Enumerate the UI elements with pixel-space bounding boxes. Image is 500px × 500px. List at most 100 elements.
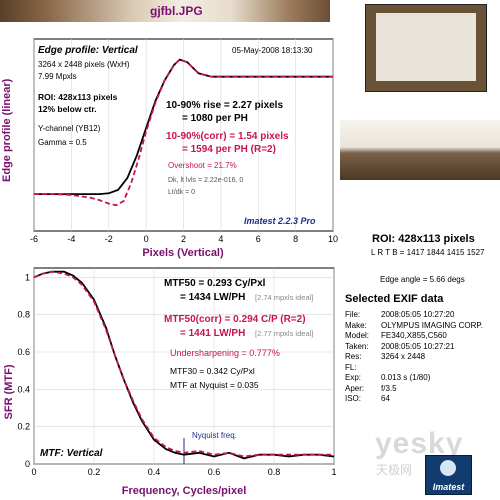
exif-key: Taken: — [345, 341, 369, 351]
roi-size: ROI: 428x113 pixels — [372, 233, 475, 245]
edge-ylabel: Edge profile (linear) — [1, 78, 13, 182]
overshoot-text: Overshoot = 21.7% — [168, 161, 237, 170]
exif-key: Model: — [345, 331, 370, 340]
badge-globe-icon — [440, 460, 456, 476]
rise-corr-text: 10-90%(corr) = 1.54 pixels — [166, 131, 289, 142]
exif-row: Make: OLYMPUS IMAGING CORP. — [345, 321, 500, 330]
exif-value: 2008:05:05 10:27:20 — [381, 310, 455, 319]
mtf-xtick-label: 0.8 — [268, 467, 281, 477]
exif-key: Make: — [345, 320, 367, 330]
exif-key: FL: — [345, 362, 357, 372]
mtf30-text: MTF30 = 0.342 Cy/Pxl — [170, 366, 255, 376]
exif-row: Model: FE340,X855,C560 — [345, 331, 500, 340]
exif-value: FE340,X855,C560 — [381, 331, 447, 340]
exif-row: Aper: f/3.5 — [345, 384, 500, 393]
mtf-xtick-label: 1 — [331, 467, 336, 477]
info-mpxls: 7.99 Mpxls — [38, 72, 77, 81]
roi-lrtb: L R T B = 1417 1844 1415 1527 — [371, 248, 485, 257]
rise-per-ph: = 1080 per PH — [182, 113, 248, 124]
mtf-grid — [33, 268, 335, 465]
edge-title: Edge profile: Vertical — [38, 45, 138, 56]
undersharpening-text: Undersharpening = 0.777% — [170, 348, 280, 358]
test-chart-target — [376, 13, 476, 81]
exif-value: 2008:05:05 10:27:21 — [381, 341, 455, 351]
info-roi: ROI: 428x113 pixels — [38, 92, 118, 102]
edge-xtick-label: 0 — [144, 234, 149, 244]
exif-value: f/3.5 — [381, 383, 397, 393]
test-chart-thumbnail — [365, 4, 487, 92]
imatest-badge: Imatest — [425, 455, 472, 495]
exif-key: File: — [345, 310, 361, 319]
info-pixels: 3264 x 2448 pixels (WxH) — [38, 60, 130, 69]
exif-row: File: 2008:05:05 10:27:20 — [345, 310, 500, 319]
light-dark-ratio: Lt/dk = 0 — [168, 189, 195, 196]
mtf-ylabel: SFR (MTF) — [3, 364, 15, 419]
edge-profile-chart: Edge profile (linear) -6 -4 -2 0 2 4 6 8 10 Edge… — [1, 38, 338, 259]
edge-grid — [33, 39, 334, 231]
exif-key: Aper: — [345, 383, 365, 393]
mtf-xtick-label: 0.2 — [88, 467, 101, 477]
exif-row: Res: 3264 x 2448 — [345, 352, 500, 361]
edge-xtick-label: -6 — [30, 234, 38, 244]
edge-xtick-label: 10 — [328, 234, 338, 244]
mtf-xlabel: Frequency, Cycles/pixel — [122, 485, 247, 497]
mtf-ytick-label: 0.8 — [17, 310, 30, 320]
mtf-ytick-label: 0.6 — [17, 347, 30, 357]
edge-xtick-label: -4 — [67, 234, 75, 244]
mtf50-corr-lwph: = 1441 LW/PH — [180, 328, 245, 339]
mtf-ytick-label: 0.4 — [17, 384, 30, 394]
mtf-xtick-label: 0.4 — [148, 467, 161, 477]
edge-xtick-label: 6 — [256, 234, 261, 244]
exif-row: FL: — [345, 363, 500, 372]
mtf-series-corrected — [33, 270, 334, 458]
watermark-sub: 天极网 — [376, 463, 413, 477]
exif-title: Selected EXIF data — [345, 293, 444, 305]
edge-series-group — [34, 58, 333, 207]
mtf-ytick-label: 1 — [25, 272, 30, 282]
mtf50-lwph: = 1434 LW/PH — [180, 292, 245, 303]
mtf50-ideal: [2.74 mpxls ideal] — [255, 293, 313, 302]
edge-series-measured — [34, 58, 333, 196]
exif-value: OLYMPUS IMAGING CORP. — [381, 320, 483, 330]
mtf-ytick-label: 0 — [25, 459, 30, 469]
roi-edge-thumbnail — [340, 120, 500, 180]
exif-value: 64 — [381, 394, 390, 403]
mtf-chart: SFR (MTF) 0 0.2 0.4 0.6 0.8 1 00.20.40.60.81 … — [3, 267, 337, 497]
mtf50-text: MTF50 = 0.293 Cy/Pxl — [164, 278, 266, 289]
exif-key: Res: — [345, 352, 362, 361]
edge-xlabel: Pixels (Vertical) — [142, 247, 224, 259]
exif-value: 3264 x 2448 — [381, 352, 426, 361]
mtf50-corr-ideal: [2.77 mpxls ideal] — [255, 329, 313, 338]
exif-row: ISO: 64 — [345, 394, 500, 403]
exif-key: Exp: — [345, 373, 362, 382]
info-gamma: Gamma = 0.5 — [38, 138, 87, 147]
rise-corr-per-ph: = 1594 per PH (R=2) — [182, 144, 276, 155]
mtf-x-ticks: 0 0.2 0.4 0.6 0.8 1 — [31, 467, 336, 477]
exif-row: Taken: 2008:05:05 10:27:21 — [345, 342, 500, 351]
edge-gradient-bar — [0, 0, 330, 22]
edge-xtick-label: 4 — [218, 234, 223, 244]
mtf-nyquist-text: MTF at Nyquist = 0.035 — [170, 380, 259, 390]
file-title: gjfbl.JPG — [150, 4, 203, 18]
edge-xtick-label: 2 — [181, 234, 186, 244]
edge-date: 05-May-2008 18:13:30 — [232, 46, 313, 55]
mtf-xtick-label: 0 — [31, 467, 36, 477]
mtf-y-ticks: 0 0.2 0.4 0.6 0.8 1 — [17, 272, 30, 469]
exif-row: Exp: 0.013 s (1/80) — [345, 373, 500, 382]
badge-label: Imatest — [432, 482, 465, 492]
edge-xtick-label: -2 — [105, 234, 113, 244]
watermark-logo: yesky — [375, 427, 464, 460]
edge-xtick-label: 8 — [293, 234, 298, 244]
mtf-series-group — [33, 270, 335, 460]
nyquist-label: Nyquist freq. — [192, 431, 237, 440]
mtf-xtick-label: 0.6 — [208, 467, 221, 477]
mtf-ytick-label: 0.2 — [17, 422, 30, 432]
mtf-title: MTF: Vertical — [40, 448, 103, 459]
edge-series-corrected — [34, 58, 333, 207]
dark-light-levels: Dk, lt lvls = 2.22e-016, 0 — [168, 177, 243, 184]
exif-key: ISO: — [345, 394, 362, 403]
edge-angle: Edge angle = 5.66 degs — [380, 275, 465, 284]
imatest-version: Imatest 2.2.3 Pro — [244, 216, 316, 226]
exif-value: 0.013 s (1/80) — [381, 373, 431, 382]
info-below: 12% below ctr. — [38, 104, 97, 114]
